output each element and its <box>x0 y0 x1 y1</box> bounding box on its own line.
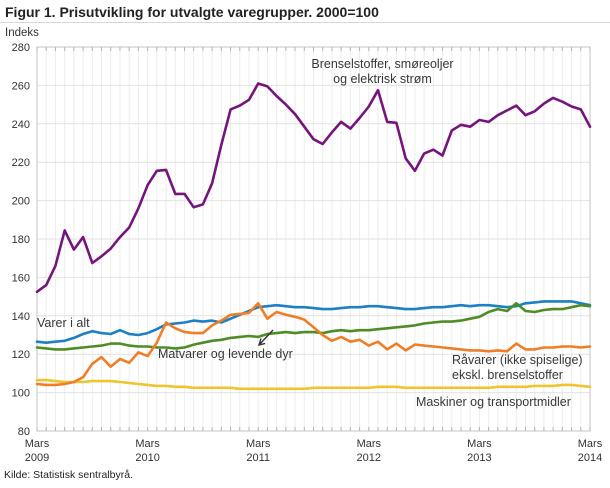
y-tick-label: 100 <box>12 388 30 400</box>
series-line-matvarer-og-levende-dyr <box>35 301 592 387</box>
y-tick-label: 140 <box>12 311 30 323</box>
y-tick-label: 260 <box>12 80 30 92</box>
figure-title: Figur 1. Prisutvikling for utvalgte vare… <box>5 4 379 20</box>
y-tick-label: 120 <box>12 349 30 361</box>
y-axis-unit-label: Indeks <box>5 27 39 39</box>
x-tick-label: Mars 2012 <box>357 438 382 464</box>
series-line-brenselstoffer-sm-reoljer-og-elektrisk-str-m <box>35 82 592 294</box>
y-tick-label: 200 <box>12 196 30 208</box>
y-tick-label: 80 <box>18 426 30 438</box>
series-line-r-varer-ikke-spiselige-ekskl-brenselstoffer <box>35 301 592 351</box>
y-tick-label: 160 <box>12 272 30 284</box>
series-line-maskiner-og-transportmidler <box>35 378 592 391</box>
series-line-varer-i-alt <box>35 300 592 345</box>
x-tick-label: Mars 2013 <box>467 438 492 464</box>
y-tick-label: 220 <box>12 157 30 169</box>
y-tick-label: 240 <box>12 119 30 131</box>
y-tick-label: 280 <box>12 42 30 54</box>
title-divider <box>0 22 610 23</box>
y-tick-label: 180 <box>12 234 30 246</box>
x-tick-label: Mars 2010 <box>135 438 160 464</box>
x-tick-label: Mars 2009 <box>25 438 50 464</box>
source-caption: Kilde: Statistisk sentralbyrå. <box>4 469 133 481</box>
x-tick-label: Mars 2014 <box>578 438 603 464</box>
x-tick-label: Mars 2011 <box>246 438 271 464</box>
